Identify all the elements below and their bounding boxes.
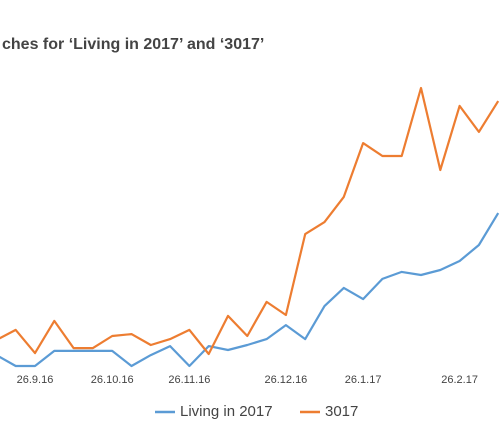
x-tick-label: 26.2.17: [441, 374, 478, 386]
series-line: [0, 212, 500, 368]
x-tick-label: 26.12.16: [264, 374, 307, 386]
x-tick-label: 26.1.17: [345, 374, 382, 386]
legend-label: 3017: [325, 403, 358, 420]
chart-title: ches for ‘Living in 2017’ and ‘3017’: [2, 36, 264, 53]
legend-label: Living in 2017: [180, 403, 273, 420]
x-tick-label: 26.11.16: [168, 374, 210, 386]
series-line: [0, 86, 500, 356]
x-tick-label: 26.10.16: [91, 374, 134, 386]
x-tick-label: 26.9.16: [17, 374, 54, 386]
